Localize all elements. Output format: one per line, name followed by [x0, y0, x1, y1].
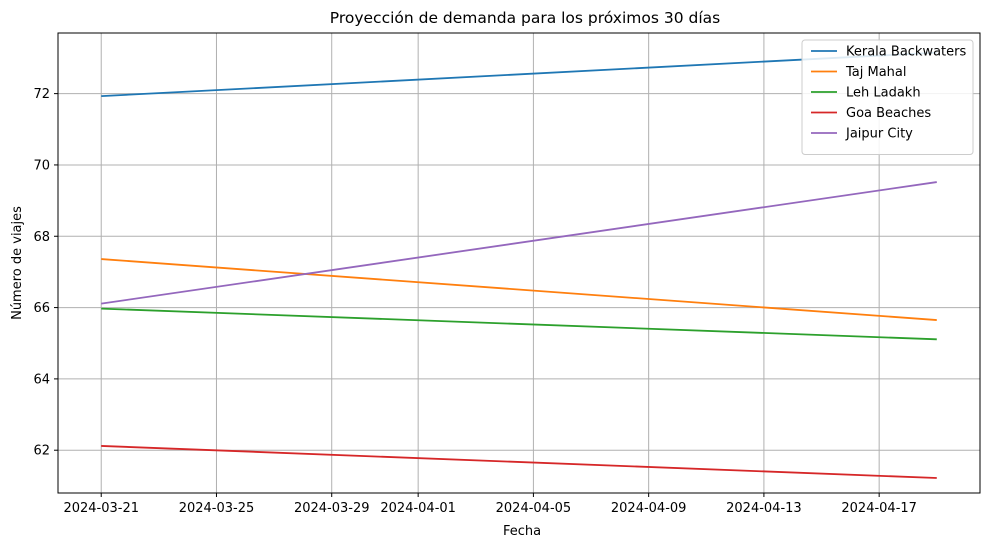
legend-label-taj-mahal: Taj Mahal	[845, 65, 907, 80]
y-tick-label: 64	[33, 372, 50, 387]
y-tick-label: 70	[33, 158, 50, 173]
x-tick-label: 2024-03-25	[179, 501, 255, 516]
legend-label-jaipur-city: Jaipur City	[845, 127, 913, 142]
y-tick-label: 68	[33, 230, 50, 245]
x-tick-label: 2024-03-29	[294, 501, 370, 516]
y-tick-label: 72	[33, 87, 50, 102]
y-axis-label: Número de viajes	[10, 206, 25, 320]
x-tick-label: 2024-04-05	[496, 501, 572, 516]
legend-label-kerala-backwaters: Kerala Backwaters	[846, 45, 966, 60]
x-tick-label: 2024-04-01	[380, 501, 456, 516]
series-lines	[101, 51, 937, 479]
plot-frame	[57, 32, 981, 494]
legend-label-leh-ladakh: Leh Ladakh	[846, 86, 921, 101]
series-line-kerala-backwaters	[101, 51, 937, 98]
legend-box	[801, 39, 974, 155]
y-tick-label: 62	[33, 444, 50, 459]
x-axis-label: Fecha	[503, 524, 541, 539]
series-line-goa-beaches	[101, 445, 937, 479]
chart-title: Proyección de demanda para los próximos …	[330, 9, 720, 27]
series-line-taj-mahal	[101, 258, 937, 321]
x-tick-label: 2024-04-09	[611, 501, 687, 516]
series-line-leh-ladakh	[101, 307, 937, 341]
x-tick-label: 2024-04-13	[726, 501, 802, 516]
x-tick-label: 2024-03-21	[63, 501, 139, 516]
legend: Kerala Backwaters Taj Mahal Leh Ladakh Goa …	[801, 39, 974, 155]
legend-label-goa-beaches: Goa Beaches	[846, 106, 931, 121]
y-tick-label: 66	[33, 301, 50, 316]
x-axis: 2024-03-21 2024-03-25 2024-03-29 2024-04-01…	[63, 493, 917, 516]
x-tick-label: 2024-04-17	[841, 501, 917, 516]
y-axis: 62 64 66 68 70 72	[33, 87, 58, 459]
series-line-jaipur-city	[101, 181, 937, 305]
